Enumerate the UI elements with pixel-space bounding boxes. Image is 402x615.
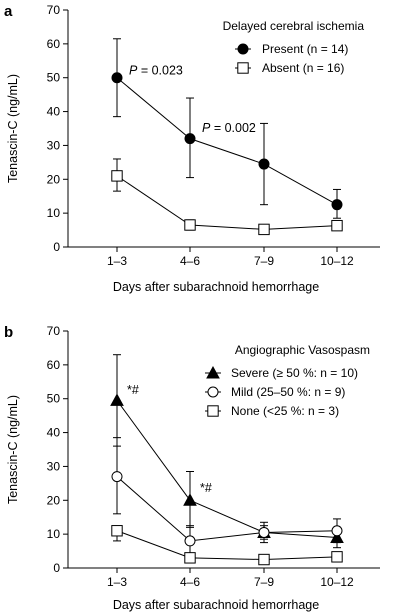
data-point xyxy=(258,526,270,538)
series-0 xyxy=(110,354,344,549)
data-point xyxy=(184,219,196,231)
significance-annotation: *# xyxy=(127,383,139,397)
legend-marker xyxy=(207,405,219,417)
series-line xyxy=(116,400,338,539)
data-point xyxy=(331,551,343,563)
x-tick-label: 7–9 xyxy=(254,254,274,268)
data-point xyxy=(331,525,343,537)
y-tick-label: 60 xyxy=(47,37,61,51)
legend-marker xyxy=(237,62,249,74)
data-point xyxy=(184,133,196,145)
legend-entry: Mild (25–50 %: n = 9) xyxy=(231,385,345,399)
series-1 xyxy=(111,437,343,557)
data-point xyxy=(184,535,196,547)
y-axis-label: Tenascin-C (ng/mL) xyxy=(6,74,20,183)
legend: Delayed cerebral ischemia Present (n = 14… xyxy=(223,19,365,75)
data-point xyxy=(331,219,343,232)
series-line xyxy=(116,476,338,542)
x-tick-label: 1–3 xyxy=(107,575,127,589)
x-tick-label: 1–3 xyxy=(107,254,127,268)
legend-entry: Severe (≥ 50 %: n = 10) xyxy=(231,366,358,380)
data-point xyxy=(110,393,124,406)
y-tick-label: 10 xyxy=(47,527,61,541)
series-1 xyxy=(111,158,343,236)
legend: Angiographic Vasospasm Severe (≥ 50 %: n … xyxy=(205,343,370,418)
data-point xyxy=(258,158,270,170)
series-line xyxy=(116,175,338,230)
x-axis-label: Days after subarachnoid hemorrhage xyxy=(113,598,319,612)
y-tick-label: 70 xyxy=(47,3,61,17)
y-tick-label: 30 xyxy=(47,138,61,152)
y-tick-label: 40 xyxy=(47,426,61,440)
legend-title: Angiographic Vasospasm xyxy=(235,343,370,357)
y-tick-label: 0 xyxy=(53,561,60,575)
significance-annotation: *# xyxy=(200,481,212,495)
data-point xyxy=(184,552,196,564)
data-point xyxy=(111,525,123,537)
p-value-annotation: P = 0.002 xyxy=(202,121,256,135)
series-2 xyxy=(111,525,343,566)
p-value: = 0.023 xyxy=(137,63,183,77)
p-value: = 0.002 xyxy=(210,121,256,135)
y-tick-label: 50 xyxy=(47,392,61,406)
panel-letter: a xyxy=(4,3,13,20)
data-point xyxy=(111,72,123,84)
data-point xyxy=(111,471,123,483)
x-tick-label: 10–12 xyxy=(320,575,354,589)
data-point xyxy=(258,223,270,236)
series-line xyxy=(116,530,338,561)
y-tick-label: 40 xyxy=(47,105,61,119)
series-0 xyxy=(111,38,343,219)
data-point xyxy=(331,199,343,211)
y-tick-label: 0 xyxy=(53,240,60,254)
x-tick-label: 7–9 xyxy=(254,575,274,589)
legend-marker xyxy=(207,386,219,398)
data-point xyxy=(183,493,197,506)
x-tick-label: 4–6 xyxy=(180,575,200,589)
x-tick-label: 4–6 xyxy=(180,254,200,268)
y-tick-label: 50 xyxy=(47,71,61,85)
p-symbol: P xyxy=(202,121,211,135)
p-symbol: P xyxy=(129,63,138,77)
y-tick-label: 30 xyxy=(47,459,61,473)
data-point xyxy=(258,553,270,566)
legend-title: Delayed cerebral ischemia xyxy=(223,19,365,33)
y-tick-label: 20 xyxy=(47,172,61,186)
x-axis-label: Days after subarachnoid hemorrhage xyxy=(113,280,319,294)
y-tick-label: 20 xyxy=(47,493,61,507)
legend-marker xyxy=(206,365,220,379)
y-tick-label: 10 xyxy=(47,206,61,220)
legend-marker xyxy=(237,43,249,55)
panel-letter: b xyxy=(4,324,13,341)
series-line xyxy=(116,77,338,206)
y-tick-label: 70 xyxy=(47,324,61,338)
y-axis-label: Tenascin-C (ng/mL) xyxy=(6,395,20,504)
p-value-annotation: P = 0.023 xyxy=(129,63,183,77)
x-tick-label: 10–12 xyxy=(320,254,354,268)
data-point xyxy=(111,170,123,182)
y-tick-label: 60 xyxy=(47,358,61,372)
legend-entry: Present (n = 14) xyxy=(262,42,348,56)
legend-entry: None (<25 %: n = 3) xyxy=(231,404,339,418)
legend-entry: Absent (n = 16) xyxy=(262,61,344,75)
